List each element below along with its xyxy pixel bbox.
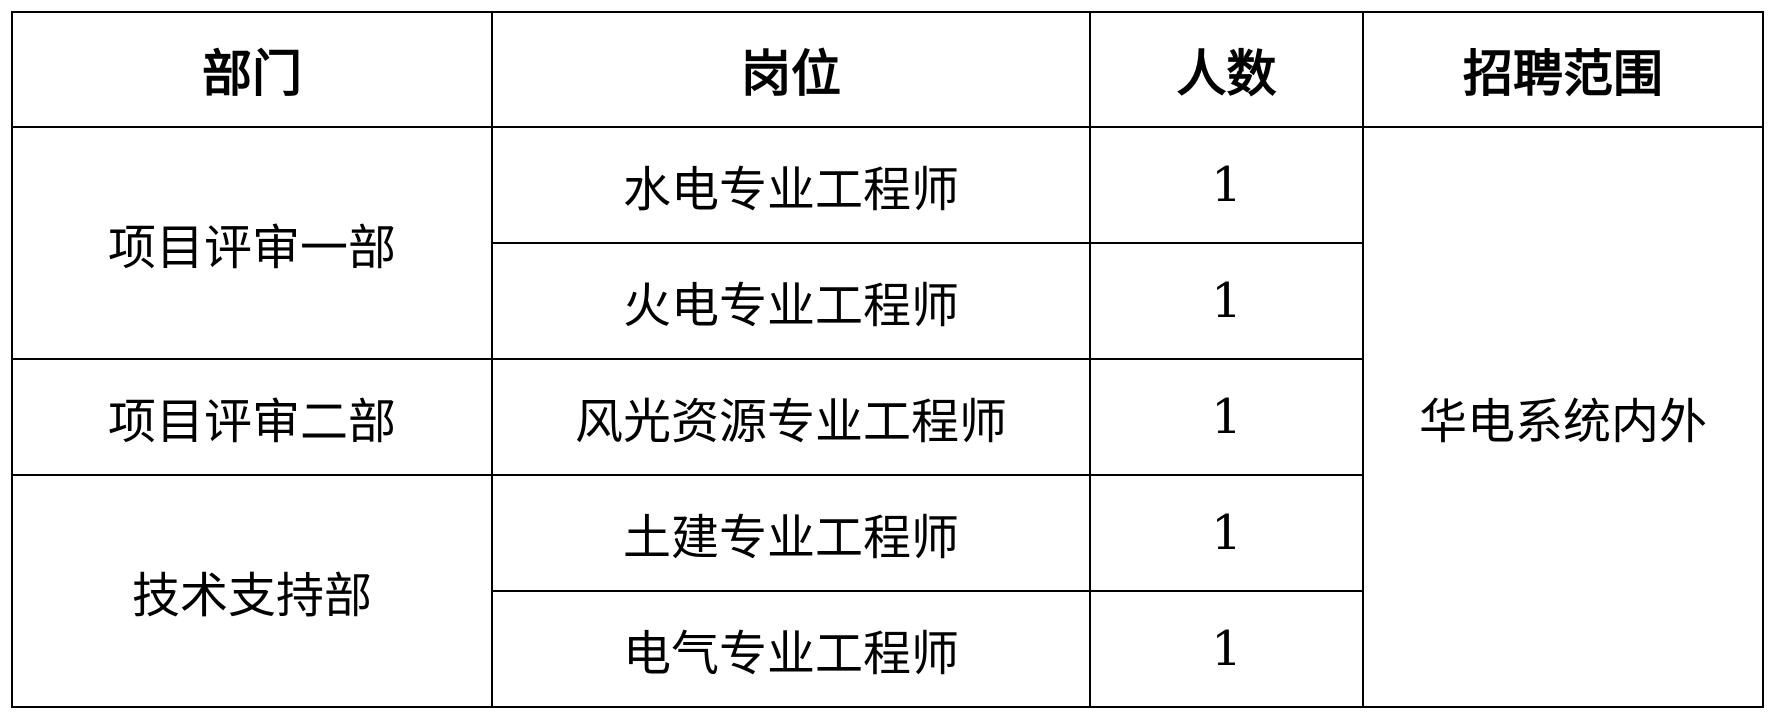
count-cell: 1: [1089, 358, 1364, 476]
department-cell: 项目评审一部: [11, 126, 493, 360]
table-row: 火电专业工程师 1: [12, 242, 1763, 360]
table-row: 项目评审二部 风光资源专业工程师 1: [11, 358, 1763, 476]
position-cell: 火电专业工程师: [491, 242, 1091, 360]
header-scope: 招聘范围: [1362, 11, 1764, 128]
table-row: 技术支持部 土建专业工程师 1: [11, 474, 1763, 708]
header-position: 岗位: [491, 11, 1091, 128]
department-cell: 技术支持部: [11, 474, 493, 708]
count-cell: 1: [1089, 474, 1364, 592]
count-cell: 1: [1089, 242, 1364, 360]
scope-cell: 华电系统内外: [1362, 126, 1764, 708]
position-cell: 土建专业工程师: [491, 474, 1091, 592]
position-cell: 水电专业工程师: [491, 126, 1091, 244]
table-row: 电气专业工程师 1: [12, 590, 1763, 708]
header-row: 部门 岗位 人数 招聘范围: [11, 11, 1764, 128]
department-cell: 项目评审二部: [11, 358, 493, 476]
position-cell: 电气专业工程师: [491, 590, 1091, 708]
recruitment-table: 部门 岗位 人数 招聘范围 项目评审一部 水电专业工程师 1 华电系统内外 火电…: [11, 11, 1764, 708]
header-count: 人数: [1089, 11, 1364, 128]
table-row: 项目评审一部 水电专业工程师 1 华电系统内外: [11, 126, 1764, 708]
header-department: 部门: [11, 11, 493, 128]
count-cell: 1: [1089, 590, 1364, 708]
position-cell: 风光资源专业工程师: [491, 358, 1091, 476]
count-cell: 1: [1089, 126, 1364, 244]
